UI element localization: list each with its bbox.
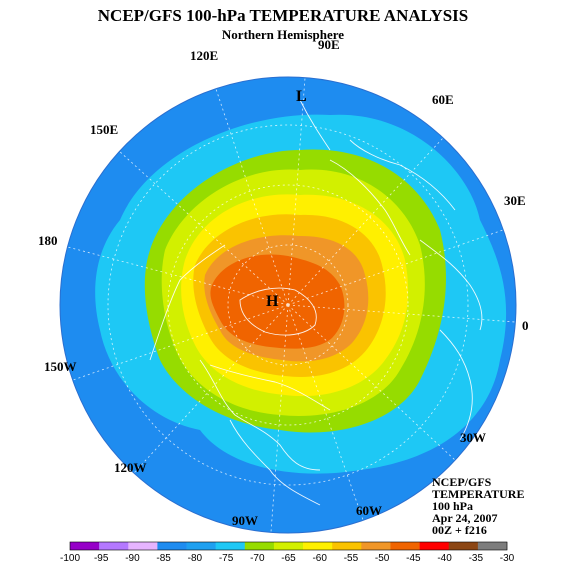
info-variable: TEMPERATURE	[432, 487, 525, 501]
lon-label-60w: 60W	[356, 503, 382, 518]
info-panel: NCEP/GFS TEMPERATURE 100 hPa Apr 24, 200…	[432, 476, 524, 536]
low-pressure-marker: L	[296, 88, 307, 105]
lon-label-120w: 120W	[114, 460, 147, 475]
coastlines	[149, 99, 483, 506]
info-model: NCEP/GFS	[432, 475, 492, 489]
info-level: 100 hPa	[432, 499, 474, 513]
lon-label-90e: 90E	[318, 37, 340, 52]
lon-label-0: 0	[522, 318, 529, 333]
temperature-band-minus-45	[210, 254, 345, 349]
lon-label-150w: 150W	[44, 359, 77, 374]
lon-label-60e: 60E	[432, 92, 454, 107]
chart-subtitle: Northern Hemisphere	[221, 27, 345, 42]
info-forecast-time: 00Z + f216	[432, 523, 487, 537]
lon-label-150e: 150E	[90, 122, 118, 137]
lon-label-90w: 90W	[232, 513, 258, 528]
high-pressure-marker: H	[266, 293, 279, 310]
chart-title: NCEP/GFS 100-hPa TEMPERATURE ANALYSIS	[97, 6, 469, 25]
graticule	[60, 77, 516, 533]
lon-label-180: 180	[38, 233, 58, 248]
lon-label-30e: 30E	[504, 193, 526, 208]
lon-label-120e: 120E	[190, 48, 218, 63]
lon-label-30w: 30W	[460, 430, 486, 445]
info-date: Apr 24, 2007	[432, 511, 498, 525]
